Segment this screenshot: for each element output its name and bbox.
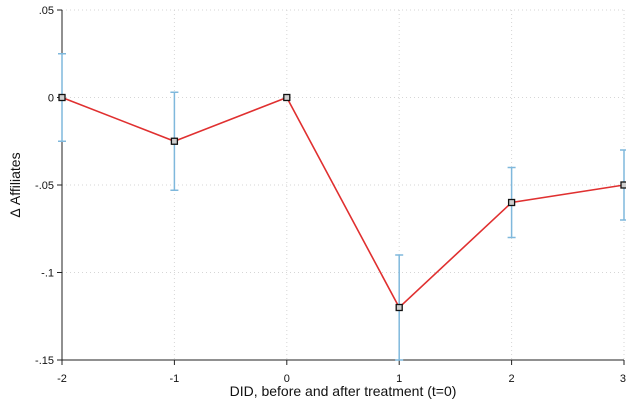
x-tick-label: 3 xyxy=(620,373,626,385)
series-line xyxy=(61,96,625,309)
x-tick-label: -1 xyxy=(170,373,180,385)
data-point xyxy=(58,93,66,102)
x-tick-label: 2 xyxy=(509,373,515,385)
markers xyxy=(58,93,626,312)
series-line-layer xyxy=(61,96,625,309)
y-tick-label: -.15 xyxy=(35,355,54,367)
x-tick-label: 0 xyxy=(284,373,290,385)
grid xyxy=(62,9,625,360)
y-tick-label: -.05 xyxy=(35,180,54,192)
y-tick-label: 0 xyxy=(48,93,54,105)
y-tick-label: .05 xyxy=(39,5,54,17)
data-point xyxy=(507,198,516,207)
confidence-intervals xyxy=(58,53,626,361)
x-axis-title: DID, before and after treatment (t=0) xyxy=(230,383,457,399)
y-axis-title: Δ Affiliates xyxy=(7,152,23,217)
ticks: .05 0 -.05 -.1 -.15-2 -1 0 1 2 3 xyxy=(35,5,626,385)
y-tick-label: -.1 xyxy=(41,268,54,280)
data-point xyxy=(283,93,291,102)
data-point xyxy=(170,137,179,145)
x-tick-label: -2 xyxy=(57,373,67,385)
data-point xyxy=(620,181,626,189)
x-tick-label: 1 xyxy=(396,373,402,385)
data-point xyxy=(395,303,403,312)
